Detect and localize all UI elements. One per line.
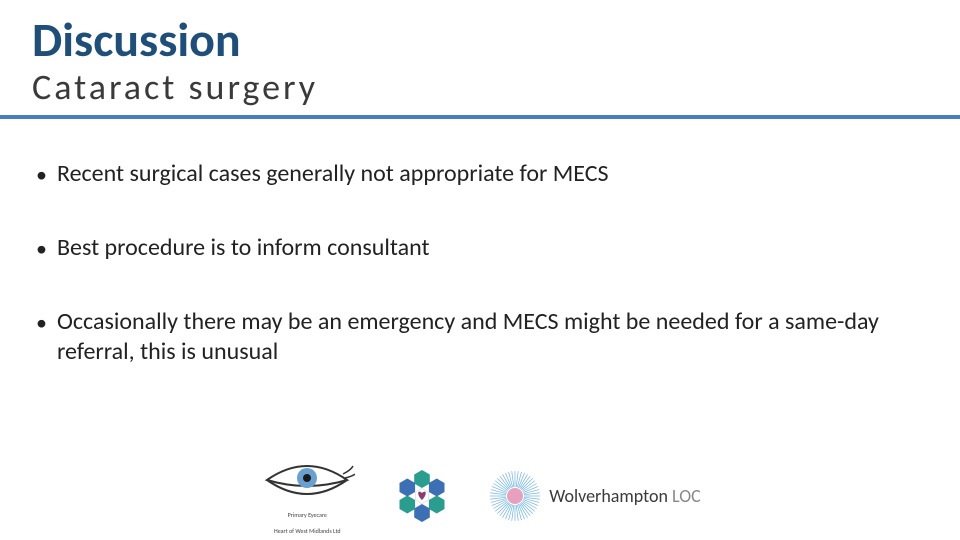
bullet-item: • Occasionally there may be an emergency… bbox=[36, 307, 924, 367]
bullet-text: Best procedure is to inform consultant bbox=[57, 233, 924, 263]
loc-text: Wolverhampton LOC bbox=[549, 485, 700, 507]
loc-bold: Wolverhampton bbox=[549, 485, 668, 507]
bullet-marker: • bbox=[36, 235, 47, 263]
slide-subtitle: Cataract surgery bbox=[32, 65, 928, 109]
slide-title: Discussion bbox=[32, 10, 928, 69]
logo-caption-line1: Primary Eyecare bbox=[288, 512, 327, 518]
logo-wolverhampton-loc: Wolverhampton LOC bbox=[489, 470, 700, 522]
loc-light: LOC bbox=[668, 485, 701, 507]
bullet-marker: • bbox=[36, 309, 47, 337]
bullet-text: Recent surgical cases generally not appr… bbox=[57, 159, 924, 189]
bullet-item: • Recent surgical cases generally not ap… bbox=[36, 159, 924, 189]
bullet-item: • Best procedure is to inform consultant bbox=[36, 233, 924, 263]
logo-primary-eyecare: Primary Eyecare Heart of West Midlands L… bbox=[259, 458, 355, 534]
slide-body: • Recent surgical cases generally not ap… bbox=[0, 119, 960, 367]
slide-footer: Primary Eyecare Heart of West Midlands L… bbox=[0, 458, 960, 534]
hexagon-cluster-icon bbox=[383, 464, 461, 528]
bullet-marker: • bbox=[36, 161, 47, 189]
logo-caption-line2: Heart of West Midlands Ltd bbox=[274, 528, 341, 534]
logo-hexagons bbox=[383, 464, 461, 528]
slide-header: Discussion Cataract surgery bbox=[0, 0, 960, 109]
slide: Discussion Cataract surgery • Recent sur… bbox=[0, 0, 960, 540]
eye-icon bbox=[259, 458, 355, 502]
starburst-icon bbox=[489, 470, 541, 522]
bullet-text: Occasionally there may be an emergency a… bbox=[57, 307, 924, 367]
